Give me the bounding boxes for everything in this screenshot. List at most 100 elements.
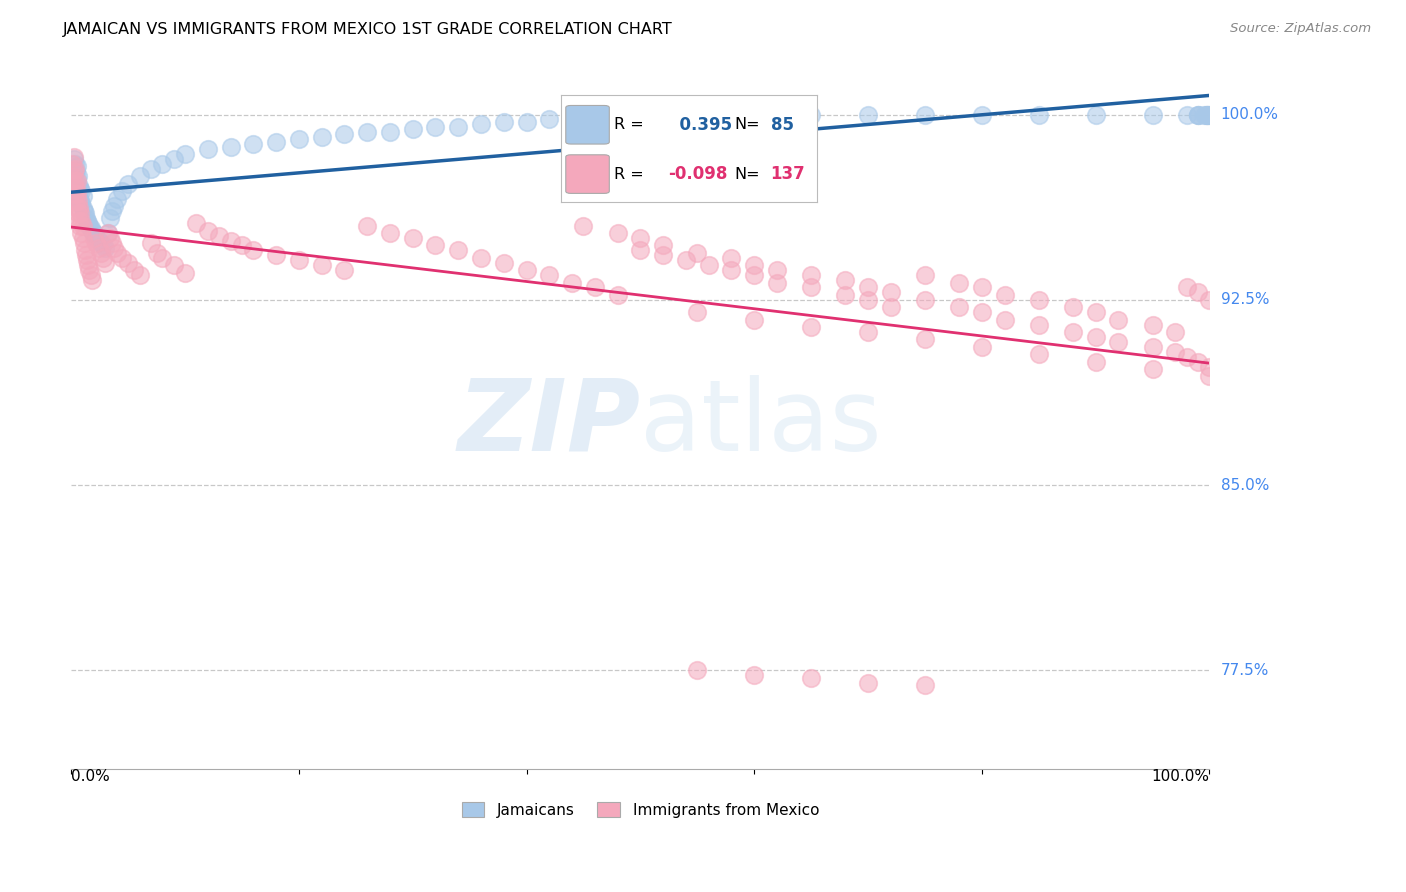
Point (150, 251, 173, 265)
Point (652, 248, 675, 262)
Point (856, 675, 879, 690)
Point (538, 268, 561, 282)
Point (128, 268, 150, 282)
Point (583, 280, 606, 294)
Point (742, 312, 765, 326)
Point (105, 245, 128, 260)
Point (242, 137, 264, 152)
Point (1198, 293, 1220, 307)
Point (70, 184, 93, 198)
Point (67, 169, 90, 184)
Point (83, 231, 105, 245)
Point (72, 189, 94, 203)
Point (1197, 107, 1219, 121)
Point (69, 194, 91, 208)
Point (79, 268, 101, 282)
Point (447, 244, 470, 258)
Point (73, 244, 96, 258)
Point (880, 285, 903, 300)
Point (65, 177, 87, 191)
Point (70, 226, 93, 240)
Point (686, 664, 709, 678)
Point (117, 177, 139, 191)
Point (70, 196, 93, 211)
Text: 92.5%: 92.5% (1220, 293, 1270, 308)
Point (145, 245, 167, 260)
Point (62, 164, 84, 178)
Point (105, 192, 128, 206)
Point (1198, 359, 1220, 374)
Point (1142, 318, 1164, 332)
Text: 100.0%: 100.0% (1220, 107, 1278, 122)
Point (538, 112, 561, 127)
Point (970, 107, 993, 121)
Point (1164, 325, 1187, 339)
Point (79, 219, 101, 233)
Point (742, 268, 765, 282)
Point (1195, 107, 1218, 121)
Point (856, 325, 879, 339)
Point (72, 231, 94, 245)
Point (720, 251, 742, 265)
Point (1187, 107, 1209, 121)
Text: ZIP: ZIP (457, 375, 640, 472)
Point (264, 135, 287, 149)
Point (834, 288, 856, 302)
Point (62, 149, 84, 163)
Point (311, 129, 333, 144)
Point (1084, 330, 1107, 344)
Point (402, 122, 425, 136)
Point (219, 234, 242, 248)
Point (1107, 334, 1129, 349)
Point (73, 203, 96, 218)
Point (425, 120, 447, 134)
Point (572, 110, 595, 124)
Text: 0.0%: 0.0% (72, 769, 110, 784)
Point (1187, 107, 1209, 121)
Text: atlas: atlas (640, 375, 882, 472)
Point (1084, 107, 1107, 121)
Point (84, 228, 107, 243)
Point (65, 164, 87, 178)
Point (948, 300, 970, 314)
Point (1198, 369, 1220, 384)
Point (311, 258, 333, 272)
Point (87, 241, 110, 255)
Point (79, 263, 101, 277)
Point (197, 224, 219, 238)
Point (1028, 107, 1050, 121)
Point (742, 258, 765, 272)
Point (1142, 362, 1164, 376)
Point (288, 253, 311, 268)
Point (84, 231, 107, 245)
Point (94, 256, 117, 270)
Point (87, 234, 110, 248)
Point (686, 305, 709, 319)
Point (333, 263, 356, 277)
Point (561, 276, 583, 290)
Point (628, 244, 651, 258)
Point (63, 174, 86, 188)
Point (425, 238, 447, 252)
Point (402, 231, 425, 245)
Point (492, 115, 515, 129)
Point (62, 161, 84, 176)
Point (742, 668, 765, 682)
Point (103, 199, 125, 213)
Point (66, 202, 89, 216)
Point (914, 332, 936, 346)
Legend: Jamaicans, Immigrants from Mexico: Jamaicans, Immigrants from Mexico (456, 796, 825, 824)
Point (98, 231, 121, 245)
Point (242, 244, 264, 258)
Point (117, 256, 139, 270)
Point (90, 245, 112, 260)
Point (62, 152, 84, 166)
Point (914, 107, 936, 121)
Point (69, 181, 91, 195)
Point (1028, 293, 1050, 307)
Point (356, 125, 378, 139)
Point (1187, 354, 1209, 368)
Point (492, 256, 515, 270)
Point (66, 160, 89, 174)
Point (67, 202, 90, 216)
